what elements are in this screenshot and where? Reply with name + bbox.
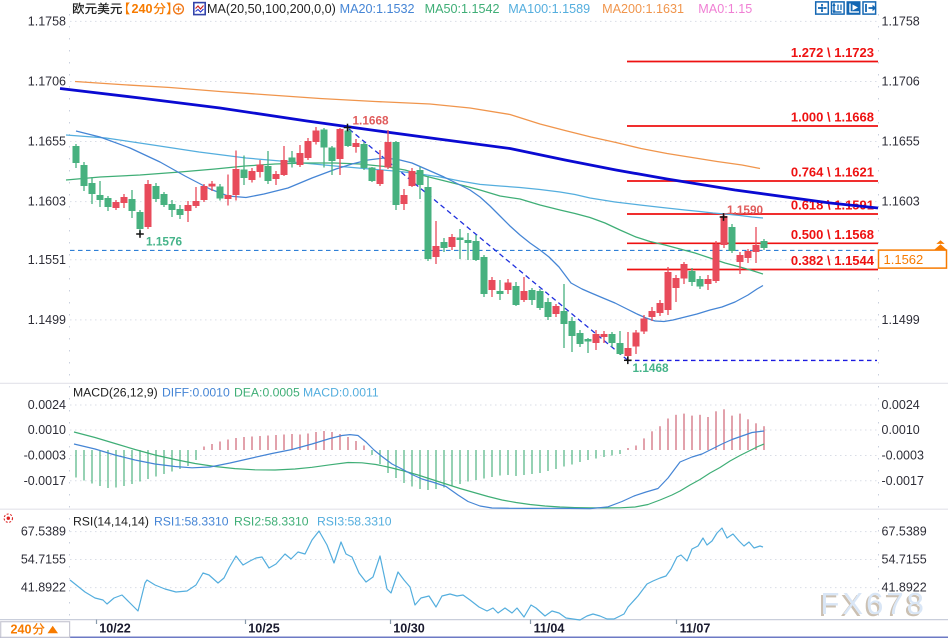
svg-text:10/25: 10/25 <box>248 621 280 635</box>
svg-text:1.1468: 1.1468 <box>633 361 670 375</box>
svg-text:41.8922: 41.8922 <box>21 581 66 595</box>
svg-text:1.1758: 1.1758 <box>28 14 66 28</box>
svg-text:1.1499: 1.1499 <box>28 313 66 327</box>
svg-text:0.382 \ 1.1544: 0.382 \ 1.1544 <box>791 253 875 268</box>
svg-text:1.272 \ 1.1723: 1.272 \ 1.1723 <box>791 45 874 60</box>
svg-text:MA0:1.15: MA0:1.15 <box>698 2 752 16</box>
svg-text:RSI3:58.3310: RSI3:58.3310 <box>317 514 392 528</box>
svg-text:1.1655: 1.1655 <box>28 135 66 149</box>
svg-text:MA20:1.1532: MA20:1.1532 <box>340 2 415 16</box>
svg-text:1.1562: 1.1562 <box>884 252 924 267</box>
svg-text:0.0010: 0.0010 <box>882 423 920 437</box>
svg-text:FX678: FX678 <box>819 588 925 623</box>
svg-text:MACD(26,12,9): MACD(26,12,9) <box>73 385 158 399</box>
svg-text:-0.0017: -0.0017 <box>24 474 66 488</box>
svg-text:DIFF:0.0010: DIFF:0.0010 <box>162 385 230 399</box>
svg-text:67.5389: 67.5389 <box>882 525 927 539</box>
svg-text:1.1590: 1.1590 <box>727 203 764 217</box>
svg-text:0.0010: 0.0010 <box>28 423 66 437</box>
svg-text:MA50:1.1542: MA50:1.1542 <box>425 2 500 16</box>
svg-text:-0.0003: -0.0003 <box>882 449 924 463</box>
svg-text:240: 240 <box>11 623 32 637</box>
svg-text:MA(20,50,100,200,0,0): MA(20,50,100,200,0,0) <box>207 2 336 16</box>
svg-text:MACD:0.0011: MACD:0.0011 <box>303 385 379 399</box>
svg-text:54.7155: 54.7155 <box>21 553 66 567</box>
svg-text:67.5389: 67.5389 <box>21 525 66 539</box>
svg-text:10/30: 10/30 <box>393 621 425 635</box>
svg-text:0.764 \ 1.1621: 0.764 \ 1.1621 <box>791 165 874 180</box>
svg-text:-0.0017: -0.0017 <box>882 474 924 488</box>
svg-text:-0.0003: -0.0003 <box>24 449 66 463</box>
svg-text:1.1668: 1.1668 <box>353 114 390 128</box>
svg-text:RSI2:58.3310: RSI2:58.3310 <box>234 514 309 528</box>
svg-text:RSI1:58.3310: RSI1:58.3310 <box>154 514 229 528</box>
svg-text:DEA:0.0005: DEA:0.0005 <box>234 385 300 399</box>
svg-text:1.1551: 1.1551 <box>28 253 66 267</box>
svg-text:54.7155: 54.7155 <box>882 553 927 567</box>
svg-text:1.1499: 1.1499 <box>882 313 920 327</box>
svg-text:0.0024: 0.0024 <box>28 398 66 412</box>
svg-text:1.1603: 1.1603 <box>28 195 66 209</box>
svg-text:1.1758: 1.1758 <box>882 14 920 28</box>
svg-text:1.1576: 1.1576 <box>146 235 183 249</box>
svg-text:MA200:1.1631: MA200:1.1631 <box>602 2 684 16</box>
svg-text:1.1655: 1.1655 <box>882 135 920 149</box>
svg-text:RSI(14,14,14): RSI(14,14,14) <box>73 514 149 528</box>
svg-text:0.500 \ 1.1568: 0.500 \ 1.1568 <box>791 227 874 242</box>
svg-text:41.8922: 41.8922 <box>882 581 927 595</box>
svg-text:1.1603: 1.1603 <box>882 195 920 209</box>
svg-text:1.1706: 1.1706 <box>882 75 920 89</box>
svg-text:MA100:1.1589: MA100:1.1589 <box>508 2 590 16</box>
svg-text:240: 240 <box>132 2 153 16</box>
svg-text:FX678: FX678 <box>821 586 927 621</box>
svg-text:10/22: 10/22 <box>99 621 131 635</box>
svg-text:0.0024: 0.0024 <box>882 398 920 412</box>
svg-text:11/07: 11/07 <box>680 621 711 635</box>
svg-text:11/04: 11/04 <box>534 621 565 635</box>
svg-text:1.1706: 1.1706 <box>28 75 66 89</box>
svg-text:1.000 \ 1.1668: 1.000 \ 1.1668 <box>791 110 874 125</box>
